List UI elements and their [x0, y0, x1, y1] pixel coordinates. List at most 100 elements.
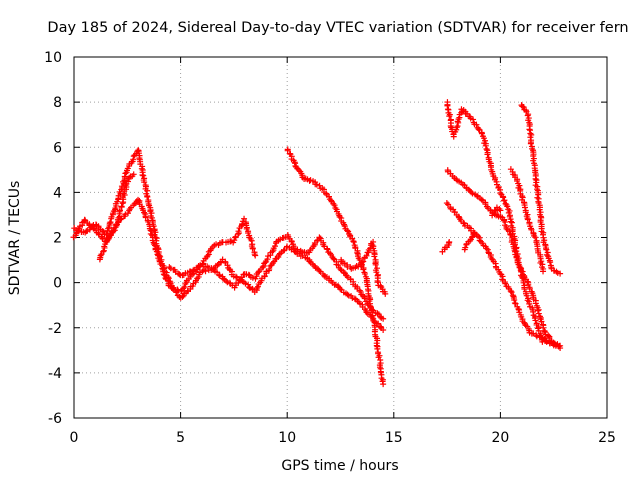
data-point — [500, 194, 507, 201]
y-tick-label: 2 — [53, 231, 62, 247]
data-point — [534, 194, 541, 201]
data-point — [344, 291, 351, 298]
data-point — [111, 227, 118, 234]
data-point — [337, 266, 344, 273]
data-point — [476, 237, 483, 244]
data-point — [532, 175, 539, 182]
data-point — [126, 174, 133, 181]
series-arc-h — [444, 167, 564, 349]
grid — [74, 57, 607, 418]
data-point — [179, 293, 186, 300]
data-point — [267, 262, 274, 269]
data-point — [482, 142, 489, 149]
data-point — [337, 286, 344, 293]
data-point — [543, 337, 550, 344]
data-point — [360, 266, 367, 273]
data-point — [553, 268, 560, 275]
data-point — [509, 292, 516, 299]
data-point — [507, 288, 514, 295]
y-tick-label: -2 — [48, 321, 62, 337]
data-point — [368, 304, 375, 311]
data-point — [471, 229, 478, 236]
data-point — [306, 258, 313, 265]
data-point — [532, 317, 539, 324]
data-point — [508, 219, 515, 226]
data-point — [446, 239, 453, 246]
series-arc-k — [461, 229, 478, 253]
data-point — [330, 255, 337, 262]
series-arc-j — [439, 239, 453, 255]
data-point — [547, 259, 554, 266]
data-point — [371, 253, 378, 260]
data-point — [527, 140, 534, 147]
y-tick-label: -4 — [48, 366, 62, 382]
data-point — [180, 285, 187, 292]
data-point — [264, 256, 271, 263]
data-point — [316, 234, 323, 241]
data-point — [181, 284, 188, 291]
data-point — [241, 215, 248, 222]
data-point — [374, 345, 381, 352]
data-point — [540, 268, 547, 275]
data-point — [161, 272, 168, 279]
data-point — [446, 113, 453, 120]
series-arc-i — [443, 200, 559, 349]
data-point — [500, 197, 507, 204]
y-tick-label: 4 — [53, 185, 62, 201]
data-point — [168, 285, 175, 292]
x-tick-label: 20 — [491, 430, 509, 446]
data-point — [513, 254, 520, 261]
data-point — [139, 172, 146, 179]
data-point — [504, 203, 511, 210]
data-point — [154, 251, 161, 258]
data-point — [246, 284, 253, 291]
data-point — [216, 272, 223, 279]
data-point — [346, 230, 353, 237]
data-point — [261, 273, 268, 280]
data-point — [469, 190, 476, 197]
data-point — [354, 249, 361, 256]
data-point — [144, 187, 151, 194]
data-point — [462, 244, 469, 251]
data-point — [507, 231, 514, 238]
data-point — [502, 280, 509, 287]
data-point — [507, 230, 514, 237]
data-point — [122, 182, 129, 189]
data-point — [528, 226, 535, 233]
data-point — [526, 300, 533, 307]
data-point — [334, 283, 341, 290]
data-point — [176, 271, 183, 278]
data-point — [361, 270, 368, 277]
data-point — [543, 246, 550, 253]
y-tick-label: 6 — [53, 140, 62, 156]
data-point — [266, 266, 273, 273]
x-tick-label: 15 — [385, 430, 403, 446]
data-point — [363, 252, 370, 259]
data-point — [335, 262, 342, 269]
data-point — [506, 228, 513, 235]
data-marks — [70, 99, 564, 388]
data-point — [369, 241, 376, 248]
data-point — [340, 269, 347, 276]
data-point — [468, 189, 475, 196]
data-point — [483, 245, 490, 252]
series-arc-c — [96, 171, 137, 263]
data-point — [361, 295, 368, 302]
data-point — [151, 242, 158, 249]
data-point — [552, 342, 559, 349]
data-point — [530, 157, 537, 164]
data-point — [331, 202, 338, 209]
data-point — [377, 282, 384, 289]
data-point — [380, 315, 387, 322]
series-arc-d — [166, 215, 259, 279]
data-point — [530, 312, 537, 319]
data-point — [153, 248, 160, 255]
data-point — [130, 171, 137, 178]
series-arc-f — [338, 238, 389, 297]
series-arc-m — [507, 166, 547, 275]
chart-title: Day 185 of 2024, Sidereal Day-to-day VTE… — [47, 20, 628, 36]
data-point — [190, 267, 197, 274]
data-point — [271, 258, 278, 265]
data-point — [106, 220, 113, 227]
